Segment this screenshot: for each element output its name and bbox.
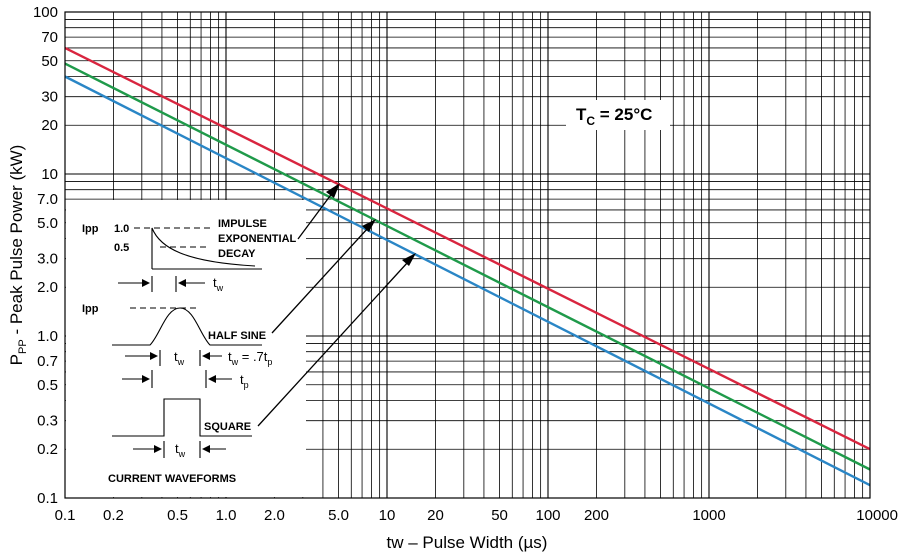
half-sine-curve	[112, 307, 262, 346]
impulse-half-label: 0.5	[114, 242, 129, 254]
callout-arrows	[257, 191, 409, 427]
y-tick-label: 20	[41, 117, 58, 134]
impulse-tw-sub: w	[216, 283, 224, 293]
square-curve	[112, 398, 252, 437]
callout-arrowhead-square	[402, 253, 416, 266]
half-sine-tw-sub: w	[177, 357, 185, 367]
square-tw-label: tw	[175, 441, 186, 459]
x-axis-title: tw – Pulse Width (µs)	[387, 533, 548, 552]
temperature-label-sub: C	[586, 114, 595, 128]
y-tick-label: 30	[41, 89, 58, 106]
series-line-half-sine	[64, 62, 871, 471]
half-sine-label: HALF SINE	[208, 330, 266, 342]
y-axis-title: PPP - Peak Pulse Power (kW)	[7, 145, 29, 366]
square-tw-arrowhead-left	[154, 445, 162, 453]
x-tick-label: 0.1	[55, 507, 76, 524]
callout-arrow-impulse	[297, 191, 334, 240]
half-sine-tw-eq-tp-sub: p	[267, 357, 272, 367]
half-sine-tp-arrowhead-right	[208, 375, 216, 383]
half-sine-tp-label: tp	[240, 372, 249, 390]
half-sine-tw-eq-sub: w	[231, 357, 239, 367]
series-line-impulse-exponential-decay	[64, 46, 871, 451]
half-sine-tp-main: t	[240, 372, 244, 387]
exponential-label: EXPONENTIAL	[218, 233, 297, 245]
y-axis-title-rest: - Peak Pulse Power (kW)	[7, 145, 26, 340]
y-axis-title-main: P	[7, 354, 26, 365]
tick-labels: 0.1 0.2 0.5 1.0 2.0 5.0 10 20 50 100 200 1000 10000 0…	[33, 4, 898, 524]
x-tick-label: 0.5	[167, 507, 188, 524]
y-tick-label: 0.1	[37, 490, 58, 507]
callout-arrowhead-half-sine	[362, 219, 376, 232]
x-tick-label: 50	[491, 507, 508, 524]
x-tick-label: 0.2	[103, 507, 124, 524]
impulse-ipp-label: Ipp	[82, 223, 99, 235]
series-lines	[64, 46, 871, 487]
impulse-tw-arrowhead-left	[142, 279, 150, 287]
half-sine-tw-main: t	[174, 349, 178, 364]
plot-frame	[64, 11, 871, 499]
temperature-label-box	[566, 100, 670, 130]
y-tick-label: 70	[41, 29, 58, 46]
inset-background	[66, 200, 306, 497]
y-tick-label: 2.0	[37, 279, 58, 296]
x-tick-label: 5.0	[328, 507, 349, 524]
current-waveforms-title: CURRENT WAVEFORMS	[108, 473, 236, 485]
x-tick-label: 2.0	[264, 507, 285, 524]
x-tick-label: 1000	[692, 507, 725, 524]
y-tick-label: 5.0	[37, 215, 58, 232]
callout-arrowhead-impulse	[326, 183, 340, 198]
square-label: SQUARE	[204, 421, 251, 433]
y-tick-label: 0.2	[37, 441, 58, 458]
half-sine-tw-eq-rest: = .7t	[238, 349, 268, 364]
y-tick-label: 7.0	[37, 191, 58, 208]
series-line-square	[64, 75, 871, 487]
waveform-inset: Ipp 1.0 0.5 IMPULSE EXPONENTIAL DECAY tw…	[66, 183, 416, 497]
temperature-label: TC = 25°C	[576, 105, 652, 128]
x-tick-label: 10	[379, 507, 396, 524]
callout-arrow-square	[257, 261, 409, 427]
y-tick-label: 10	[41, 166, 58, 183]
temperature-label-main: T	[576, 105, 587, 124]
square-waveform	[112, 398, 252, 458]
impulse-tw-main: t	[213, 275, 217, 290]
impulse-tw-arrowhead-right	[178, 279, 186, 287]
half-sine-tw-eq-label: tw = .7tp	[228, 349, 272, 367]
x-tick-label: 10000	[856, 507, 898, 524]
square-tw-main: t	[175, 441, 179, 456]
impulse-curve	[151, 227, 256, 269]
y-axis-title-sub: PP	[17, 339, 29, 354]
callout-arrow-half-sine	[271, 227, 369, 334]
impulse-label: IMPULSE	[218, 218, 267, 230]
x-tick-label: 1.0	[216, 507, 237, 524]
x-tick-label: 20	[427, 507, 444, 524]
half-sine-tp-sub: p	[244, 380, 249, 390]
half-sine-ipp-label: Ipp	[82, 303, 99, 315]
y-tick-label: 0.5	[37, 377, 58, 394]
y-tick-label: 1.0	[37, 328, 58, 345]
square-tw-arrowhead-right	[202, 445, 210, 453]
square-tw-sub: w	[178, 449, 186, 459]
impulse-tw-label: tw	[213, 275, 224, 293]
impulse-one-label: 1.0	[114, 223, 129, 235]
half-sine-tw-arrowhead-right	[202, 352, 210, 360]
half-sine-tw-label: tw	[174, 349, 185, 367]
y-tick-label: 3.0	[37, 251, 58, 268]
x-tick-label: 100	[535, 507, 560, 524]
y-tick-label: 100	[33, 4, 58, 21]
half-sine-tw-arrowhead-left	[150, 352, 158, 360]
y-tick-label: 0.7	[37, 353, 58, 370]
half-sine-tp-arrowhead-left	[142, 375, 150, 383]
half-sine-tw-eq-main: t	[228, 349, 232, 364]
y-tick-label: 0.3	[37, 413, 58, 430]
x-tick-label: 200	[584, 507, 609, 524]
temperature-label-rest: = 25°C	[595, 105, 652, 124]
decay-label: DECAY	[218, 248, 256, 260]
y-tick-label: 50	[41, 53, 58, 70]
